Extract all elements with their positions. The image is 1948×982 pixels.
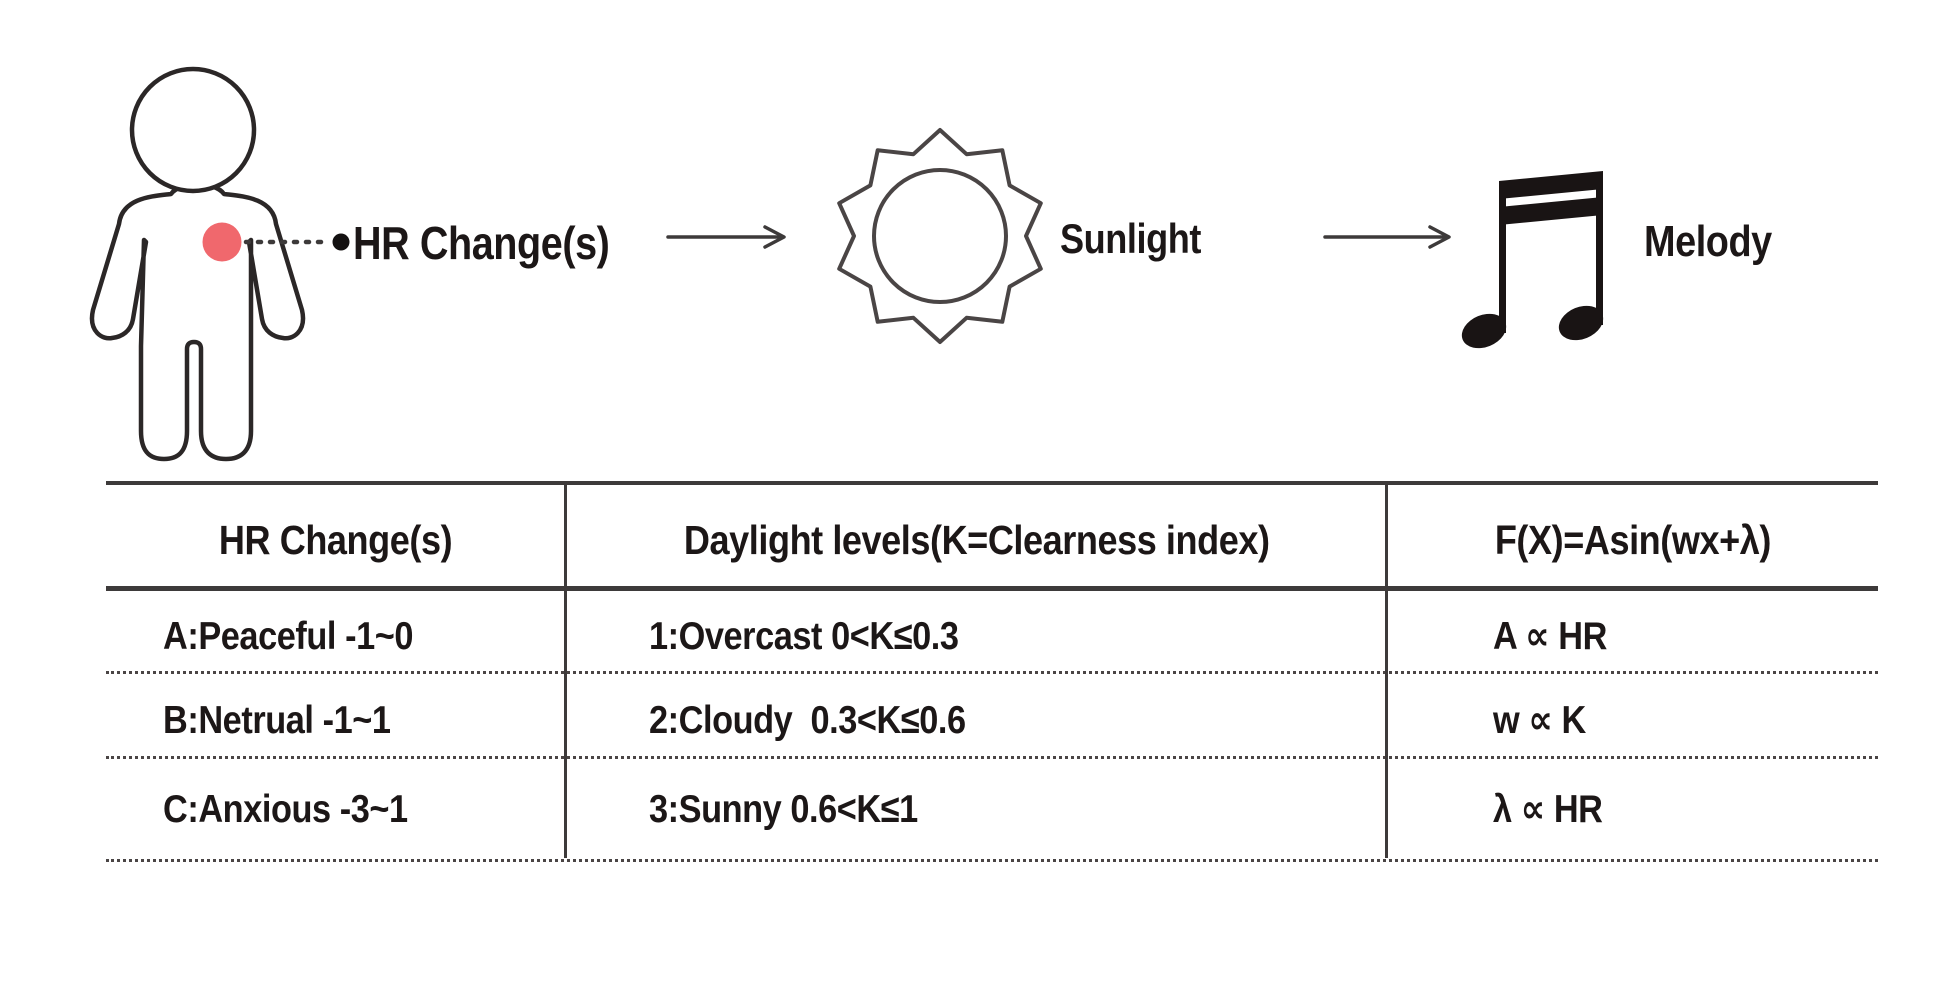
person-outline-icon [89, 66, 306, 462]
right-arrow-icon-1 [666, 225, 786, 249]
cell-daylight-overcast: 1:Overcast 0<K≤0.3 [566, 591, 1387, 671]
header-hr-change-text: HR Change(s) [219, 517, 453, 563]
table-row-anxious: C:Anxious -3~1 3:Sunny 0.6<K≤1 λ ∝ HR [106, 759, 1878, 862]
leader-anchor-dot [332, 233, 350, 251]
cell-text: A ∝ HR [1493, 614, 1607, 658]
cell-hr-anxious: C:Anxious -3~1 [106, 759, 566, 859]
cell-formula-phase: λ ∝ HR [1387, 759, 1878, 859]
table-header-row: HR Change(s) Daylight levels(K=Clearness… [106, 485, 1878, 591]
hr-change-label: HR Change(s) [353, 217, 610, 269]
cell-formula-frequency: w ∝ K [1387, 674, 1878, 756]
sun-icon [837, 128, 1043, 344]
sunlight-label: Sunlight [1060, 215, 1202, 262]
table-row-peaceful: A:Peaceful -1~0 1:Overcast 0<K≤0.3 A ∝ H… [106, 591, 1878, 674]
cell-text: A:Peaceful -1~0 [163, 614, 413, 658]
mapping-table: HR Change(s) Daylight levels(K=Clearness… [106, 481, 1878, 862]
cell-text: 1:Overcast 0<K≤0.3 [649, 614, 959, 658]
heart-dot-icon [202, 222, 242, 262]
cell-formula-amplitude: A ∝ HR [1387, 591, 1878, 671]
beamed-notes-icon [1461, 171, 1604, 349]
header-formula-text: F(X)=Asin(wx+λ) [1494, 517, 1771, 563]
right-arrow-icon-2 [1323, 225, 1451, 249]
cell-text: 3:Sunny 0.6<K≤1 [649, 787, 918, 831]
cell-text: λ ∝ HR [1493, 787, 1603, 831]
header-daylight-levels-text: Daylight levels(K=Clearness index) [683, 517, 1270, 563]
table-row-netrual: B:Netrual -1~1 2:Cloudy 0.3<K≤0.6 w ∝ K [106, 674, 1878, 759]
cell-hr-peaceful: A:Peaceful -1~0 [106, 591, 566, 671]
table-column-divider-1 [564, 485, 567, 858]
cell-daylight-sunny: 3:Sunny 0.6<K≤1 [566, 759, 1387, 859]
header-daylight-levels: Daylight levels(K=Clearness index) [566, 485, 1387, 586]
header-hr-change: HR Change(s) [106, 485, 566, 586]
melody-label: Melody [1644, 217, 1772, 266]
cell-text: C:Anxious -3~1 [163, 787, 408, 831]
table-column-divider-2 [1385, 485, 1388, 858]
cell-text: w ∝ K [1493, 698, 1586, 742]
cell-text: 2:Cloudy 0.3<K≤0.6 [649, 698, 966, 742]
cell-text: B:Netrual -1~1 [163, 698, 391, 742]
cell-hr-netrual: B:Netrual -1~1 [106, 674, 566, 756]
header-formula: F(X)=Asin(wx+λ) [1387, 485, 1878, 586]
cell-daylight-cloudy: 2:Cloudy 0.3<K≤0.6 [566, 674, 1387, 756]
